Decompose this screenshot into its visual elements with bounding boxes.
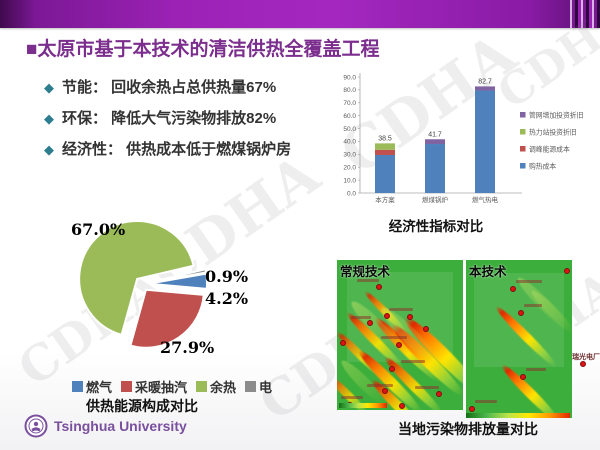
plant-label-smudge — [381, 336, 407, 339]
plant-label-ruiguang: 瑞光电厂 — [572, 354, 600, 361]
svg-text:82.7: 82.7 — [478, 78, 492, 85]
pie-chart-caption: 供热能源构成对比 — [86, 398, 198, 414]
legend-label: 电 — [259, 380, 273, 395]
footer-logo-text: Tsinghua University — [54, 418, 187, 434]
svg-text:燃气热电: 燃气热电 — [472, 195, 499, 204]
bullet-economy: ◆ 经济性： 供热成本低于燃煤锅炉房 — [44, 138, 291, 159]
plant-label-smudge — [351, 316, 371, 319]
svg-text:40.0: 40.0 — [343, 139, 356, 146]
diamond-bullet-icon: ◆ — [44, 80, 54, 95]
color-scale-bar — [339, 403, 387, 408]
svg-text:0.0: 0.0 — [347, 190, 356, 197]
svg-text:4.2%: 4.2% — [205, 289, 248, 308]
legend-swatch — [196, 381, 207, 392]
plant-label-smudge — [367, 384, 393, 387]
plant-marker — [399, 403, 405, 409]
svg-text:调峰能源成本: 调峰能源成本 — [529, 144, 570, 153]
slide-title: ■太原市基于本技术的清洁供热全覆盖工程 — [26, 34, 380, 61]
header-stripes-decoration — [570, 0, 600, 28]
map-title-conventional: 常规技术 — [340, 265, 391, 279]
diamond-bullet-icon: ◆ — [44, 142, 54, 157]
plant-marker — [396, 342, 402, 348]
svg-text:购热成本: 购热成本 — [529, 161, 556, 170]
svg-text:管网增加投资折旧: 管网增加投资折旧 — [529, 110, 584, 119]
bullet-text: 环保： 降低大气污染物排放82% — [62, 110, 277, 127]
plant-label-smudge — [526, 368, 546, 371]
svg-text:70.0: 70.0 — [343, 100, 356, 107]
plant-label-smudge — [524, 304, 542, 307]
plant-marker — [340, 340, 346, 346]
plant-marker — [423, 326, 429, 332]
plant-label-smudge — [401, 360, 425, 363]
pollution-map-this-technology: 本技术 — [466, 260, 572, 418]
pollution-map-conventional: 常规技术 — [337, 260, 463, 410]
svg-text:41.7: 41.7 — [428, 131, 442, 138]
plant-marker — [510, 286, 516, 292]
bullet-text: 节能： 回收余热占总供热量67% — [62, 79, 277, 96]
plant-marker — [436, 391, 442, 397]
legend-item-extraction-steam: 采暖抽汽 — [120, 377, 187, 396]
svg-text:热力站投资折旧: 热力站投资折旧 — [529, 127, 577, 136]
title-text: 太原市基于本技术的清洁供热全覆盖工程 — [37, 39, 380, 60]
legend-item-waste-heat: 余热 — [196, 377, 236, 396]
legend-swatch — [245, 381, 257, 392]
svg-text:30.0: 30.0 — [343, 152, 356, 159]
plant-marker — [384, 313, 390, 319]
svg-text:80.0: 80.0 — [343, 87, 356, 94]
svg-text:20.0: 20.0 — [343, 165, 356, 172]
bullet-energy-saving: ◆ 节能： 回收余热占总供热量67% — [44, 76, 276, 97]
plant-label-smudge — [415, 386, 439, 389]
title-square-marker: ■ — [26, 39, 38, 60]
plant-marker — [389, 366, 395, 372]
plant-marker — [580, 361, 586, 367]
bar-chart: 0.0 10.0 20.0 30.0 40.0 50.0 60.0 70.0 80.0 90.0 3… — [343, 73, 584, 204]
bullet-environment: ◆ 环保： 降低大气污染物排放82% — [44, 107, 276, 128]
svg-text:本方案: 本方案 — [375, 195, 395, 204]
plant-marker — [407, 314, 413, 320]
svg-text:0.9%: 0.9% — [205, 267, 248, 286]
legend-label: 燃气 — [85, 380, 112, 395]
map-domain-region — [474, 272, 564, 368]
plant-label-smudge — [475, 400, 497, 403]
plant-marker — [518, 310, 524, 316]
plant-marker — [469, 406, 475, 412]
legend-label: 余热 — [210, 380, 237, 395]
maps-caption: 当地污染物排放量对比 — [398, 421, 538, 437]
header-bar — [0, 0, 600, 28]
plant-marker — [376, 284, 382, 290]
map-title-this-technology: 本技术 — [469, 265, 507, 279]
svg-text:50.0: 50.0 — [343, 126, 356, 133]
plant-label-smudge — [389, 308, 413, 311]
plant-marker — [564, 268, 570, 274]
bullet-text: 经济性： 供热成本低于燃煤锅炉房 — [62, 141, 292, 158]
svg-text:燃煤锅炉: 燃煤锅炉 — [422, 195, 449, 204]
diamond-bullet-icon: ◆ — [44, 111, 54, 126]
plant-marker — [382, 388, 388, 394]
svg-text:60.0: 60.0 — [343, 113, 356, 120]
legend-swatch — [71, 381, 83, 392]
legend-item-electricity: 电 — [245, 377, 272, 396]
svg-text:38.5: 38.5 — [378, 135, 392, 142]
tsinghua-logo-icon — [24, 414, 48, 438]
svg-text:10.0: 10.0 — [343, 177, 356, 184]
legend-item-gas: 燃气 — [71, 377, 112, 396]
plant-label-smudge — [341, 396, 363, 399]
svg-text:90.0: 90.0 — [343, 74, 356, 81]
legend-swatch — [120, 381, 132, 392]
plant-marker — [520, 374, 526, 380]
plant-label-smudge — [516, 280, 542, 283]
bar-chart-caption: 经济性指标对比 — [388, 219, 484, 234]
svg-text:27.9%: 27.9% — [160, 338, 214, 357]
plant-marker — [367, 320, 373, 326]
color-scale-bar — [466, 413, 570, 418]
pie-legend: 燃气 采暖抽汽 余热 电 — [40, 377, 304, 396]
legend-label: 采暖抽汽 — [134, 380, 187, 395]
pie-chart: 4.2% 27.9% 67.0% 0.9% — [71, 220, 248, 357]
svg-text:67.0%: 67.0% — [71, 220, 125, 239]
footer: Tsinghua University — [24, 414, 187, 438]
plant-label-smudge — [357, 279, 379, 282]
